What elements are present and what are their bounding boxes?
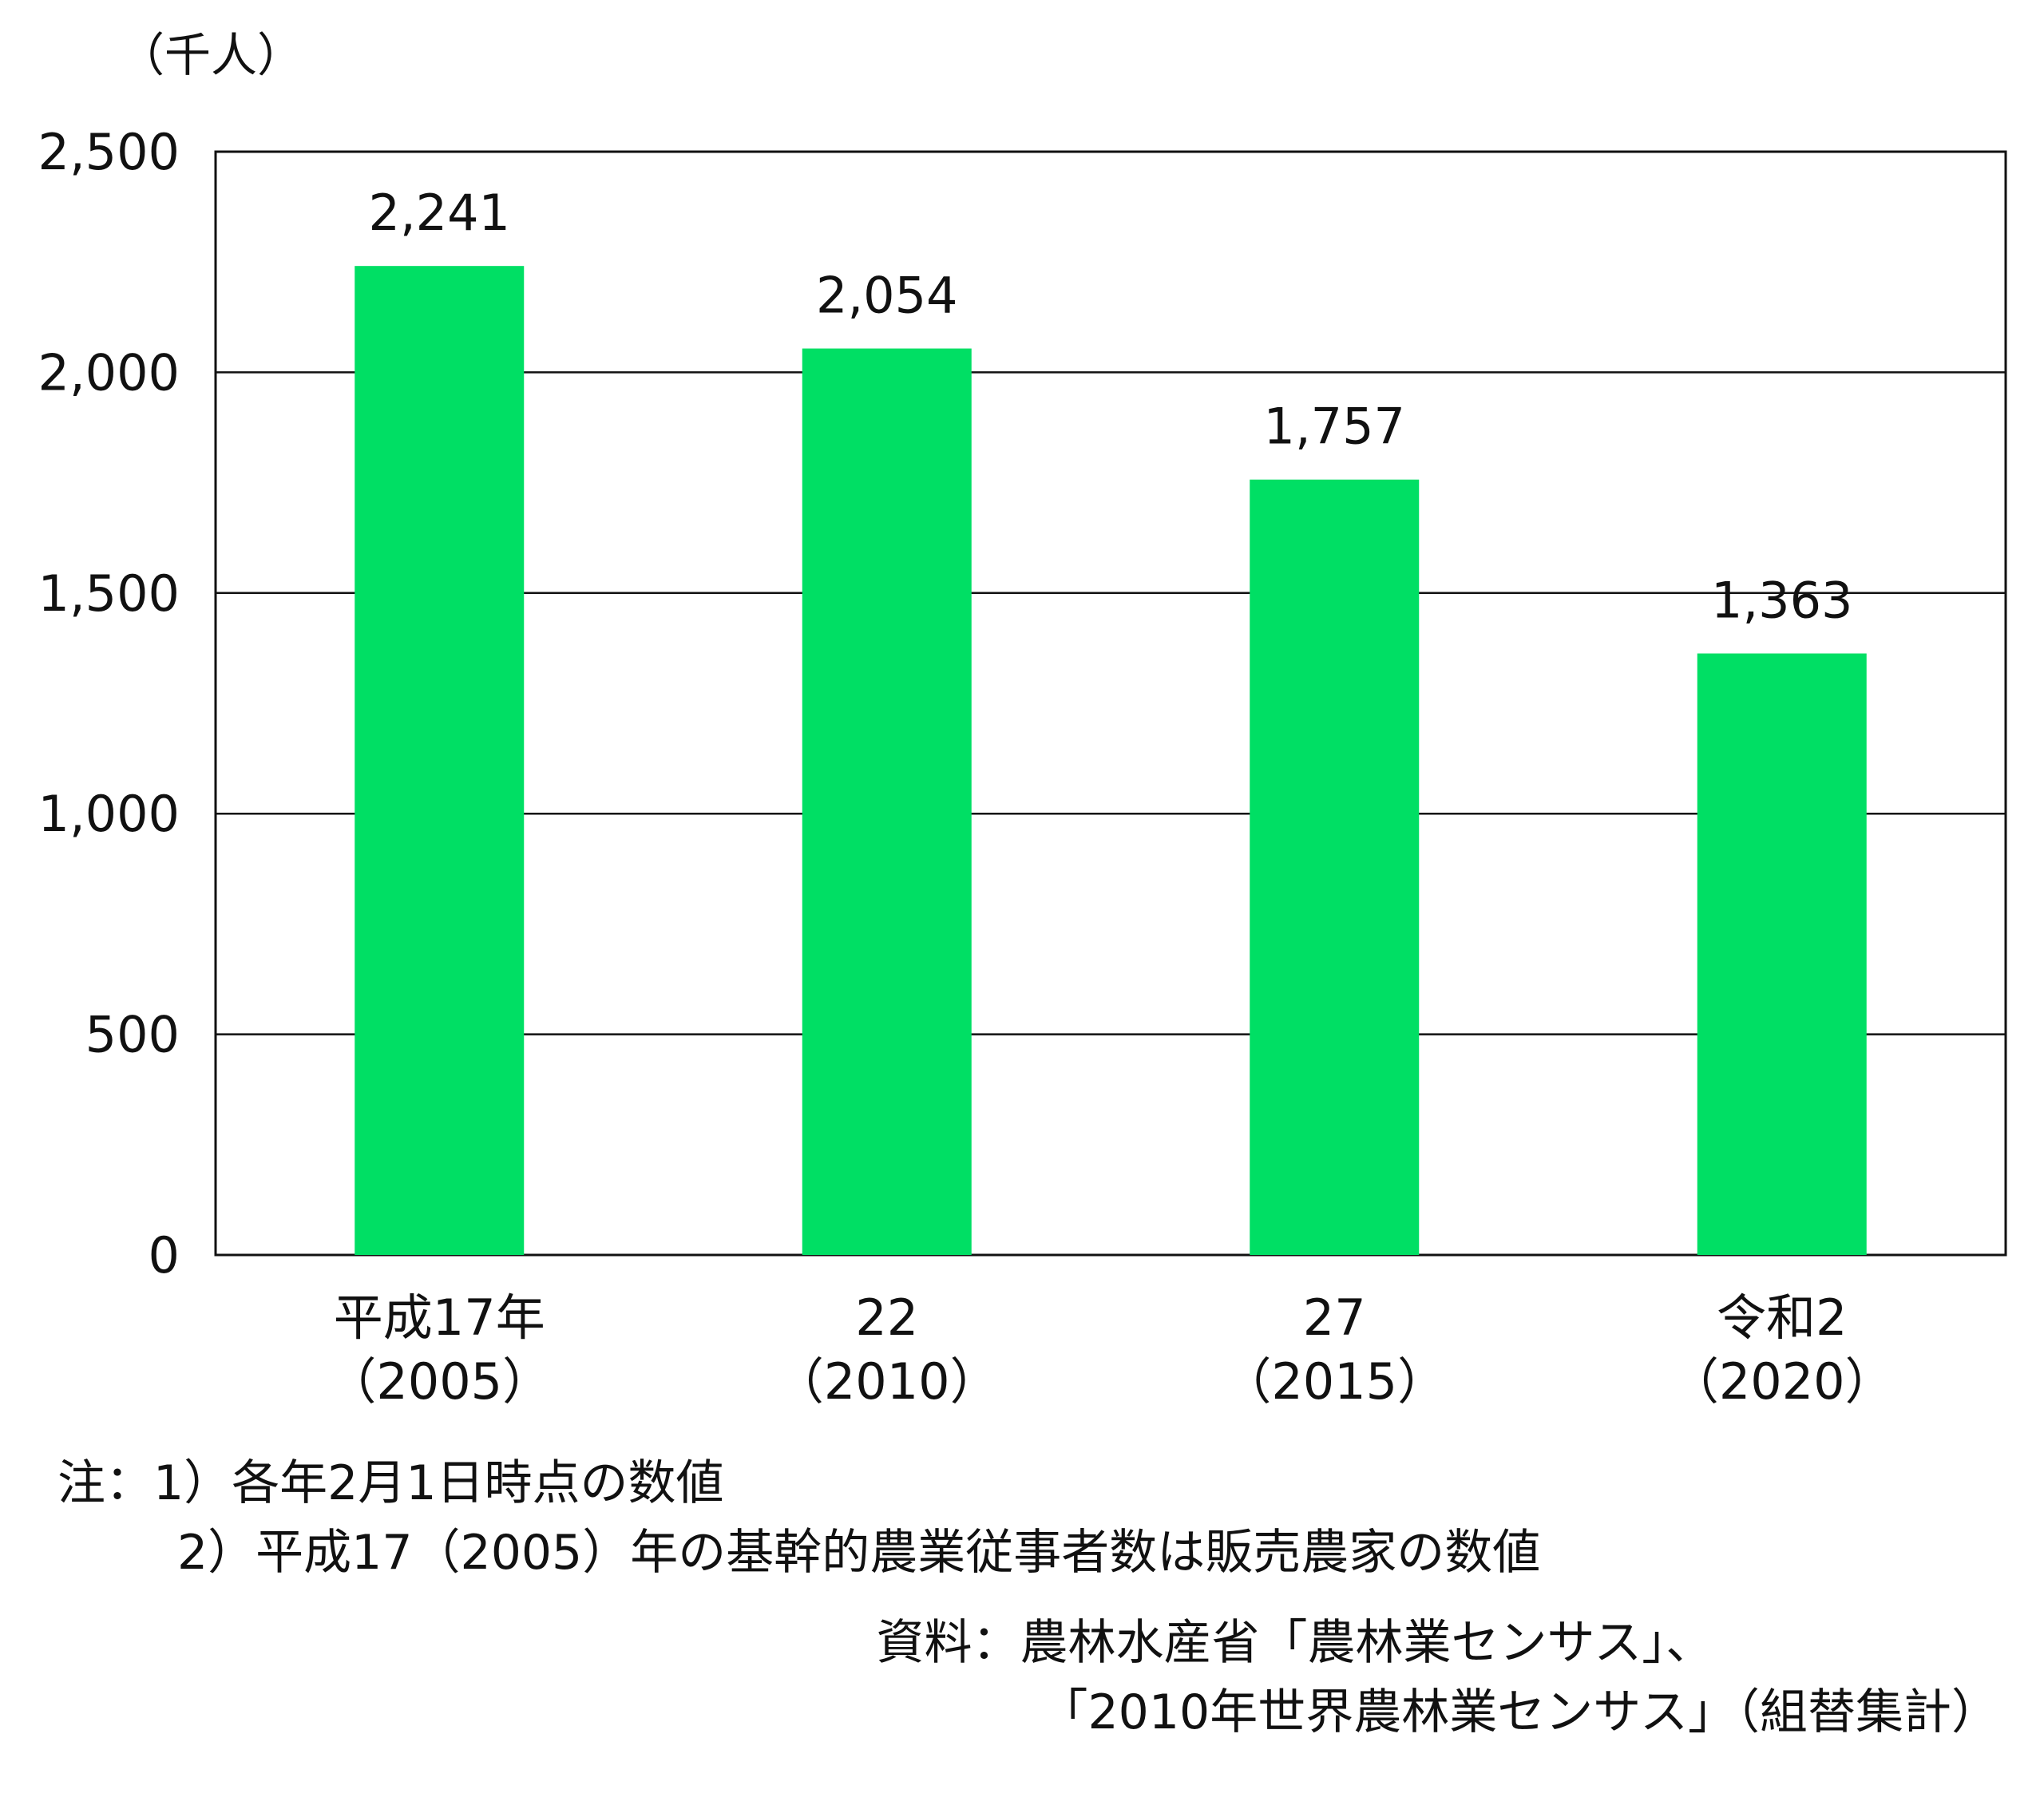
x-tick-label: 22 (855, 1288, 918, 1347)
bar (802, 348, 972, 1255)
x-tick-sublabel: （2010） (774, 1352, 1000, 1411)
data-label: 1,363 (1711, 572, 1853, 630)
y-tick-label: 0 (149, 1226, 180, 1285)
y-tick-label: 2,000 (38, 343, 180, 402)
bar (1250, 479, 1420, 1255)
data-label: 2,241 (369, 184, 511, 242)
note-1: 注：1）各年2月1日時点の数値 (57, 1455, 724, 1511)
y-tick-label: 500 (85, 1006, 180, 1064)
bar-chart: 0 500 1,000 1,500 2,000 2,500 2,241 平成17年（2005）… (38, 123, 2007, 1411)
x-tick-label: 27 (1303, 1288, 1366, 1347)
y-axis-unit-label: （千人） (118, 28, 304, 82)
bar (1697, 653, 1867, 1255)
y-tick-label: 2,500 (38, 123, 180, 181)
x-tick-label: 平成17年 (334, 1288, 545, 1347)
plot-frame (214, 150, 2007, 1257)
note-2: 2）平成17（2005）年の基幹的農業従事者数は販売農家の数値 (177, 1525, 1541, 1581)
data-label: 1,757 (1264, 398, 1406, 456)
x-tick-sublabel: （2020） (1670, 1352, 1895, 1411)
y-tick-label: 1,000 (38, 785, 180, 843)
source-citation: 資料：農林水産省「農林業センサス」、 「2010年世界農林業センサス」（組替集計… (877, 1609, 2000, 1748)
y-tick-label: 1,500 (38, 564, 180, 623)
source-line-2: 「2010年世界農林業センサス」（組替集計） (1040, 1684, 2000, 1740)
source-line-1: 資料：農林水産省「農林業センサス」、 (876, 1615, 1714, 1671)
bar (355, 266, 525, 1256)
x-tick-label: 令和2 (1717, 1288, 1847, 1347)
data-label: 2,054 (816, 267, 958, 325)
x-tick-sublabel: （2015） (1222, 1352, 1447, 1411)
chart-notes: 注：1）各年2月1日時点の数値 2）平成17（2005）年の基幹的農業従事者数は… (57, 1449, 1540, 1588)
x-tick-sublabel: （2005） (327, 1352, 552, 1411)
